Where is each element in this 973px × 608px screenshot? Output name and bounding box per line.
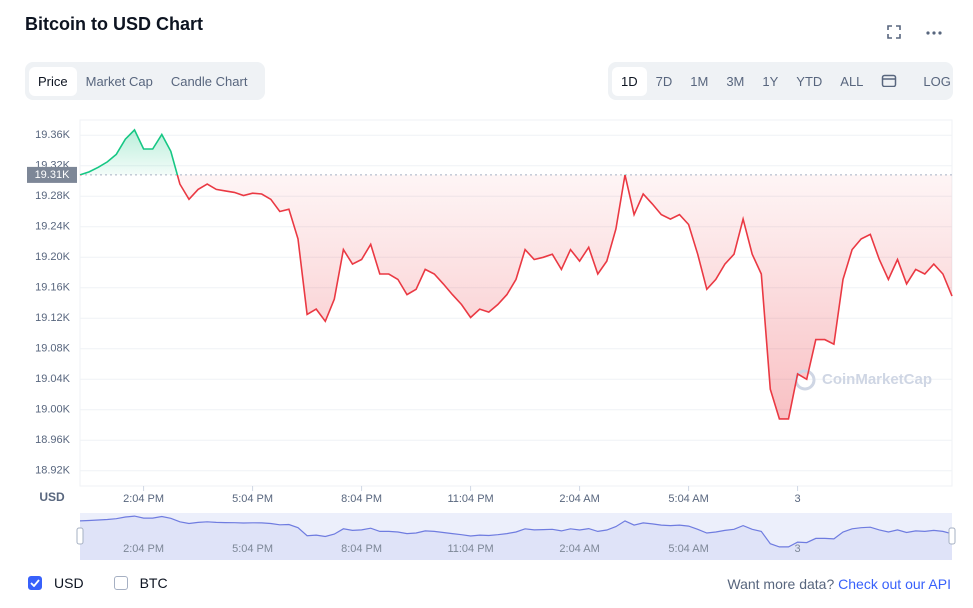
checkbox[interactable] [28,576,42,590]
range-button[interactable]: 3M [726,73,745,89]
price-line [79,128,953,420]
reference-badge [27,166,77,183]
tab-button[interactable]: Candle Chart [170,73,248,89]
x-tick-label: 5:04 PM [232,493,273,505]
y-tick-label: 19.08K [35,343,71,355]
y-tick-label: 19.00K [35,404,71,416]
x-tick-label: 11:04 PM [447,493,493,505]
y-tick-label: 18.92K [35,465,71,477]
range-button[interactable]: 1D [612,66,647,96]
plot-border [79,119,953,487]
more-icon[interactable] [926,31,942,35]
x-tick-label: 5:04 AM [668,493,708,505]
currency-toggles: USD BTC [28,575,168,591]
navigator-tick-label: 3 [795,543,801,555]
x-tick-label: 2:04 AM [559,493,599,505]
y-tick-label: 19.04K [35,373,71,385]
navigator-handle[interactable] [76,527,84,545]
range-button[interactable]: 1Y [762,73,779,89]
navigator-tick-label: 2:04 AM [559,543,599,555]
check-icon [30,579,40,587]
y-tick-label: 19.12K [35,312,71,324]
api-prompt-text: Want more data? [727,576,835,592]
reference-label: 19.31K [35,169,71,181]
chart-title: Bitcoin to USD Chart [25,14,203,34]
range-button[interactable]: 1M [690,73,709,89]
navigator-tick-label: 11:04 PM [447,543,493,555]
api-link[interactable]: Check out our API [838,576,951,592]
tab-button[interactable]: Price [29,66,77,96]
y-tick-label: 19.28K [35,190,71,202]
range-group: 1D 7D 1M 3M 1Y YTD ALL LOG [608,62,953,100]
y-tick-label: 18.96K [35,434,71,446]
y-axis-label: USD [39,490,65,504]
toolbar-icons [887,25,942,39]
checkbox[interactable] [113,576,128,590]
api-prompt: Want more data? Check out our API [727,576,951,592]
fullscreen-icon[interactable] [887,25,901,39]
y-tick-label: 19.36K [35,129,71,141]
navigator-tick-label: 5:04 AM [668,543,708,555]
log-button[interactable]: LOG [923,73,951,89]
area-fill [80,129,952,419]
range-button[interactable]: ALL [840,73,864,89]
range-button[interactable]: YTD [796,73,823,89]
y-tick-label: 19.20K [35,251,71,263]
x-tick-label: 8:04 PM [341,493,382,505]
tab-button[interactable]: Market Cap [85,73,153,89]
calendar-icon [882,74,897,87]
navigator-line [79,515,953,548]
navigator-tick-label: 8:04 PM [341,543,382,555]
checkbox-label: BTC [139,575,168,591]
x-tick-label: 2:04 PM [123,493,164,505]
watermark: CoinMarketCap [822,371,932,388]
y-tick-label: 19.16K [35,282,71,294]
navigator-tick-label: 2:04 PM [123,543,164,555]
y-tick-label: 19.24K [35,221,71,233]
tab-group: Price Market Cap Candle Chart [25,62,265,100]
range-button[interactable]: 7D [655,73,673,89]
calendar-button[interactable] [872,66,906,97]
checkbox-label: USD [54,575,84,591]
navigator-tick-label: 5:04 PM [232,543,273,555]
x-tick-label: 3 [795,493,801,505]
navigator-handle[interactable] [948,527,956,545]
navigator-area [80,516,952,560]
